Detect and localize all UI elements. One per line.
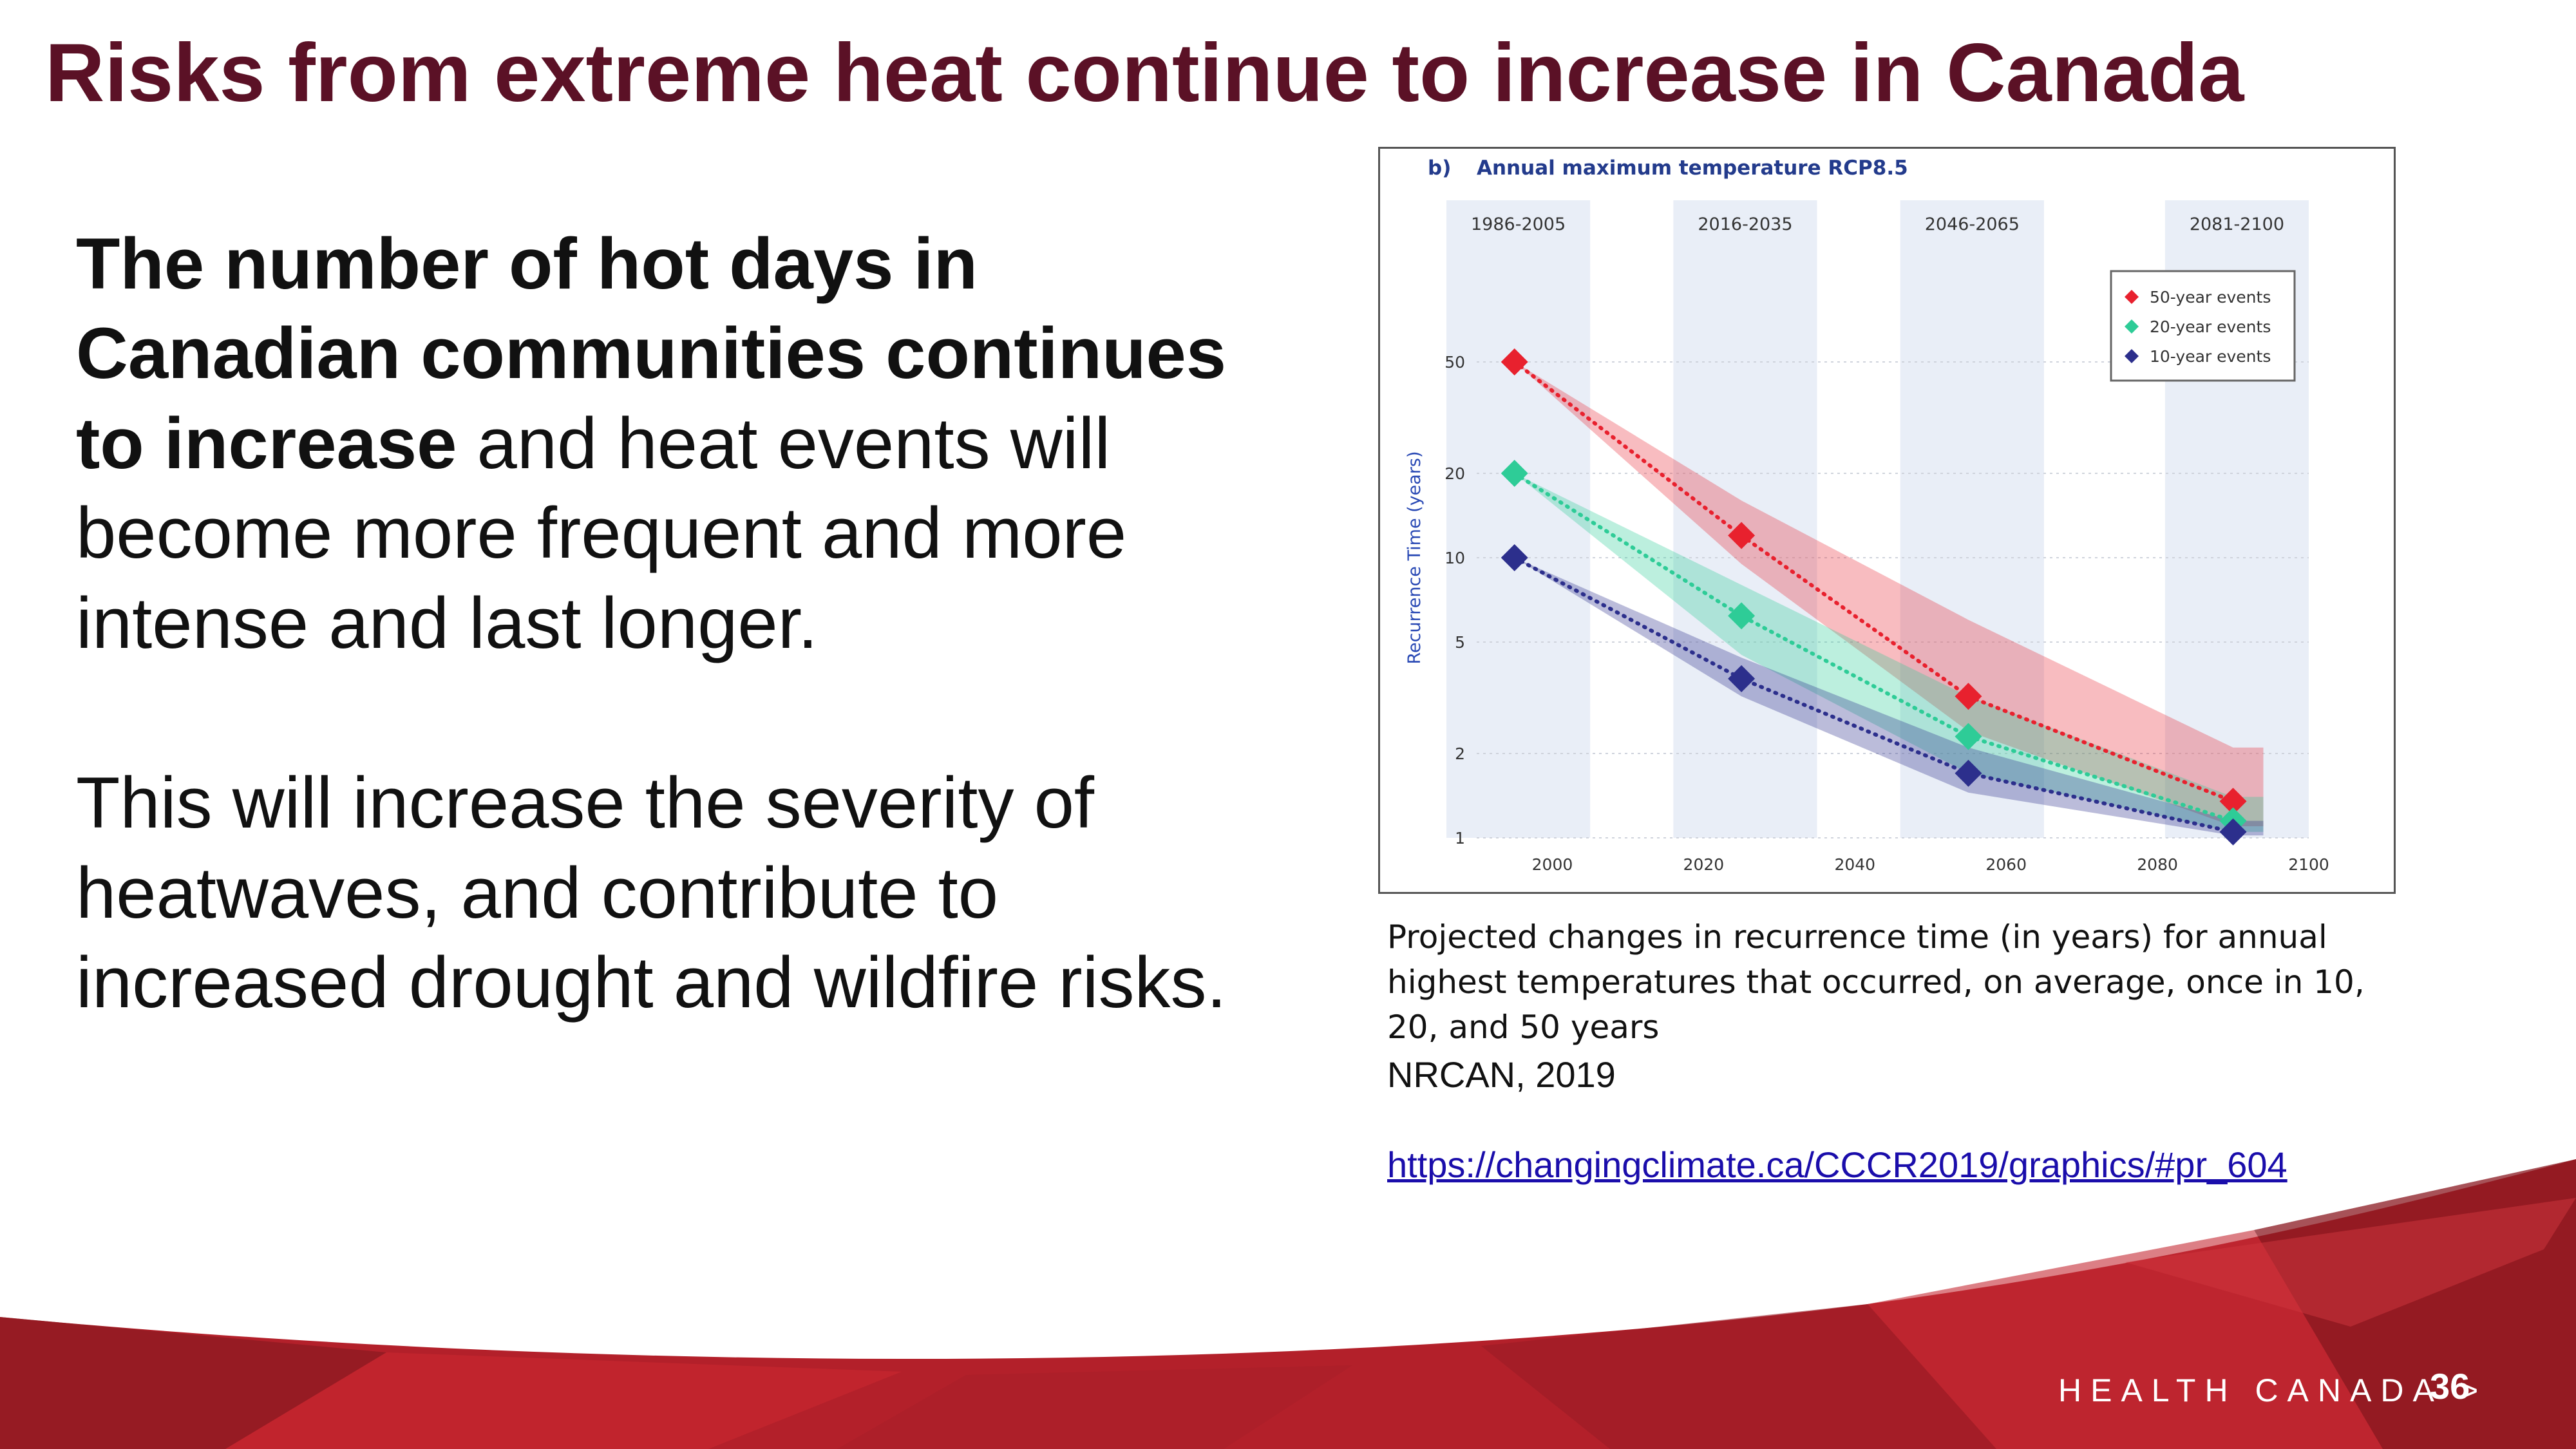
data-point-10-year-events [2219, 818, 2247, 846]
chart-caption: Projected changes in recurrence time (in… [1387, 918, 2365, 1046]
series-line-20-year-events [1512, 471, 2235, 823]
chart-title: Annual maximum temperature RCP8.5 [1477, 156, 1908, 180]
body-text: The number of hot days in Canadian commu… [76, 219, 1300, 1028]
slide-title: Risks from extreme heat continue to incr… [45, 27, 2244, 119]
y-tick-label: 5 [1455, 633, 1465, 652]
period-label: 2081-2100 [2190, 214, 2284, 234]
data-point-10-year-events [1501, 544, 1528, 571]
series-line-50-year-events [1512, 359, 2235, 804]
data-point-50-year-events [1728, 522, 1756, 549]
period-band-1 [1673, 200, 1817, 838]
paragraph-hot-days-rest: and heat events will become more frequen… [76, 402, 1127, 663]
data-point-10-year-events [1728, 665, 1756, 692]
footer-brand: HEALTH CANADA > [2058, 1372, 2488, 1408]
period-label: 1986-2005 [1471, 214, 1566, 234]
x-tick-label: 2060 [1985, 855, 2027, 874]
band-50-year-events [1514, 361, 2264, 826]
legend-label: 20-year events [2150, 317, 2271, 336]
period-band-0 [1446, 200, 1591, 838]
y-tick-label: 50 [1444, 353, 1465, 372]
data-point-10-year-events [1955, 759, 1982, 787]
data-point-20-year-events [1955, 723, 1982, 750]
recurrence-chart: 1986-2005 2016-2035 2046-2065 2081-2100 1 2 5 1… [1378, 147, 2396, 894]
x-tick-label: 2080 [2137, 855, 2178, 874]
y-tick-label: 2 [1455, 744, 1465, 763]
chart-panel-label: b) [1428, 156, 1451, 180]
legend-box [2110, 270, 2296, 382]
source-link[interactable]: https://changingclimate.ca/CCCR2019/grap… [1387, 1144, 2287, 1185]
data-point-50-year-events [1501, 348, 1528, 375]
data-point-50-year-events [2219, 788, 2247, 815]
data-point-20-year-events [1501, 460, 1528, 488]
paragraph-hot-days: The number of hot days in Canadian commu… [76, 219, 1300, 668]
page-number: 36 [2430, 1366, 2470, 1406]
y-axis-label: Recurrence Time (years) [1405, 451, 1425, 664]
y-tick-label: 10 [1444, 549, 1465, 567]
x-tick-label: 2100 [2288, 855, 2329, 874]
recurrence-chart-svg: 1986-2005 2016-2035 2046-2065 2081-2100 1 2 5 1… [1405, 156, 2329, 874]
y-tick-label: 1 [1455, 829, 1465, 848]
x-tick-label: 2040 [1834, 855, 1875, 874]
x-tick-label: 2020 [1683, 855, 1725, 874]
y-tick-label: 20 [1444, 464, 1465, 483]
period-label: 2046-2065 [1925, 214, 2020, 234]
x-tick-label: 2000 [1532, 855, 1573, 874]
legend-marker [2125, 290, 2139, 304]
period-label: 2016-2035 [1698, 214, 1792, 234]
legend-label: 10-year events [2150, 347, 2271, 366]
data-point-20-year-events [1728, 602, 1756, 630]
paragraph-severity: This will increase the severity of heatw… [76, 762, 1227, 1023]
paragraph-hot-days-bold: The number of hot days in Canadian commu… [76, 223, 1227, 484]
footer-banner [0, 1159, 2576, 1449]
legend-marker [2125, 319, 2139, 334]
band-20-year-events [1514, 473, 2264, 832]
series-line-10-year-events [1512, 556, 2235, 834]
legend-label: 50-year events [2150, 288, 2271, 307]
data-point-50-year-events [1955, 683, 1982, 710]
legend-marker [2125, 349, 2139, 363]
source-citation: NRCAN, 2019 [1387, 1054, 1616, 1095]
